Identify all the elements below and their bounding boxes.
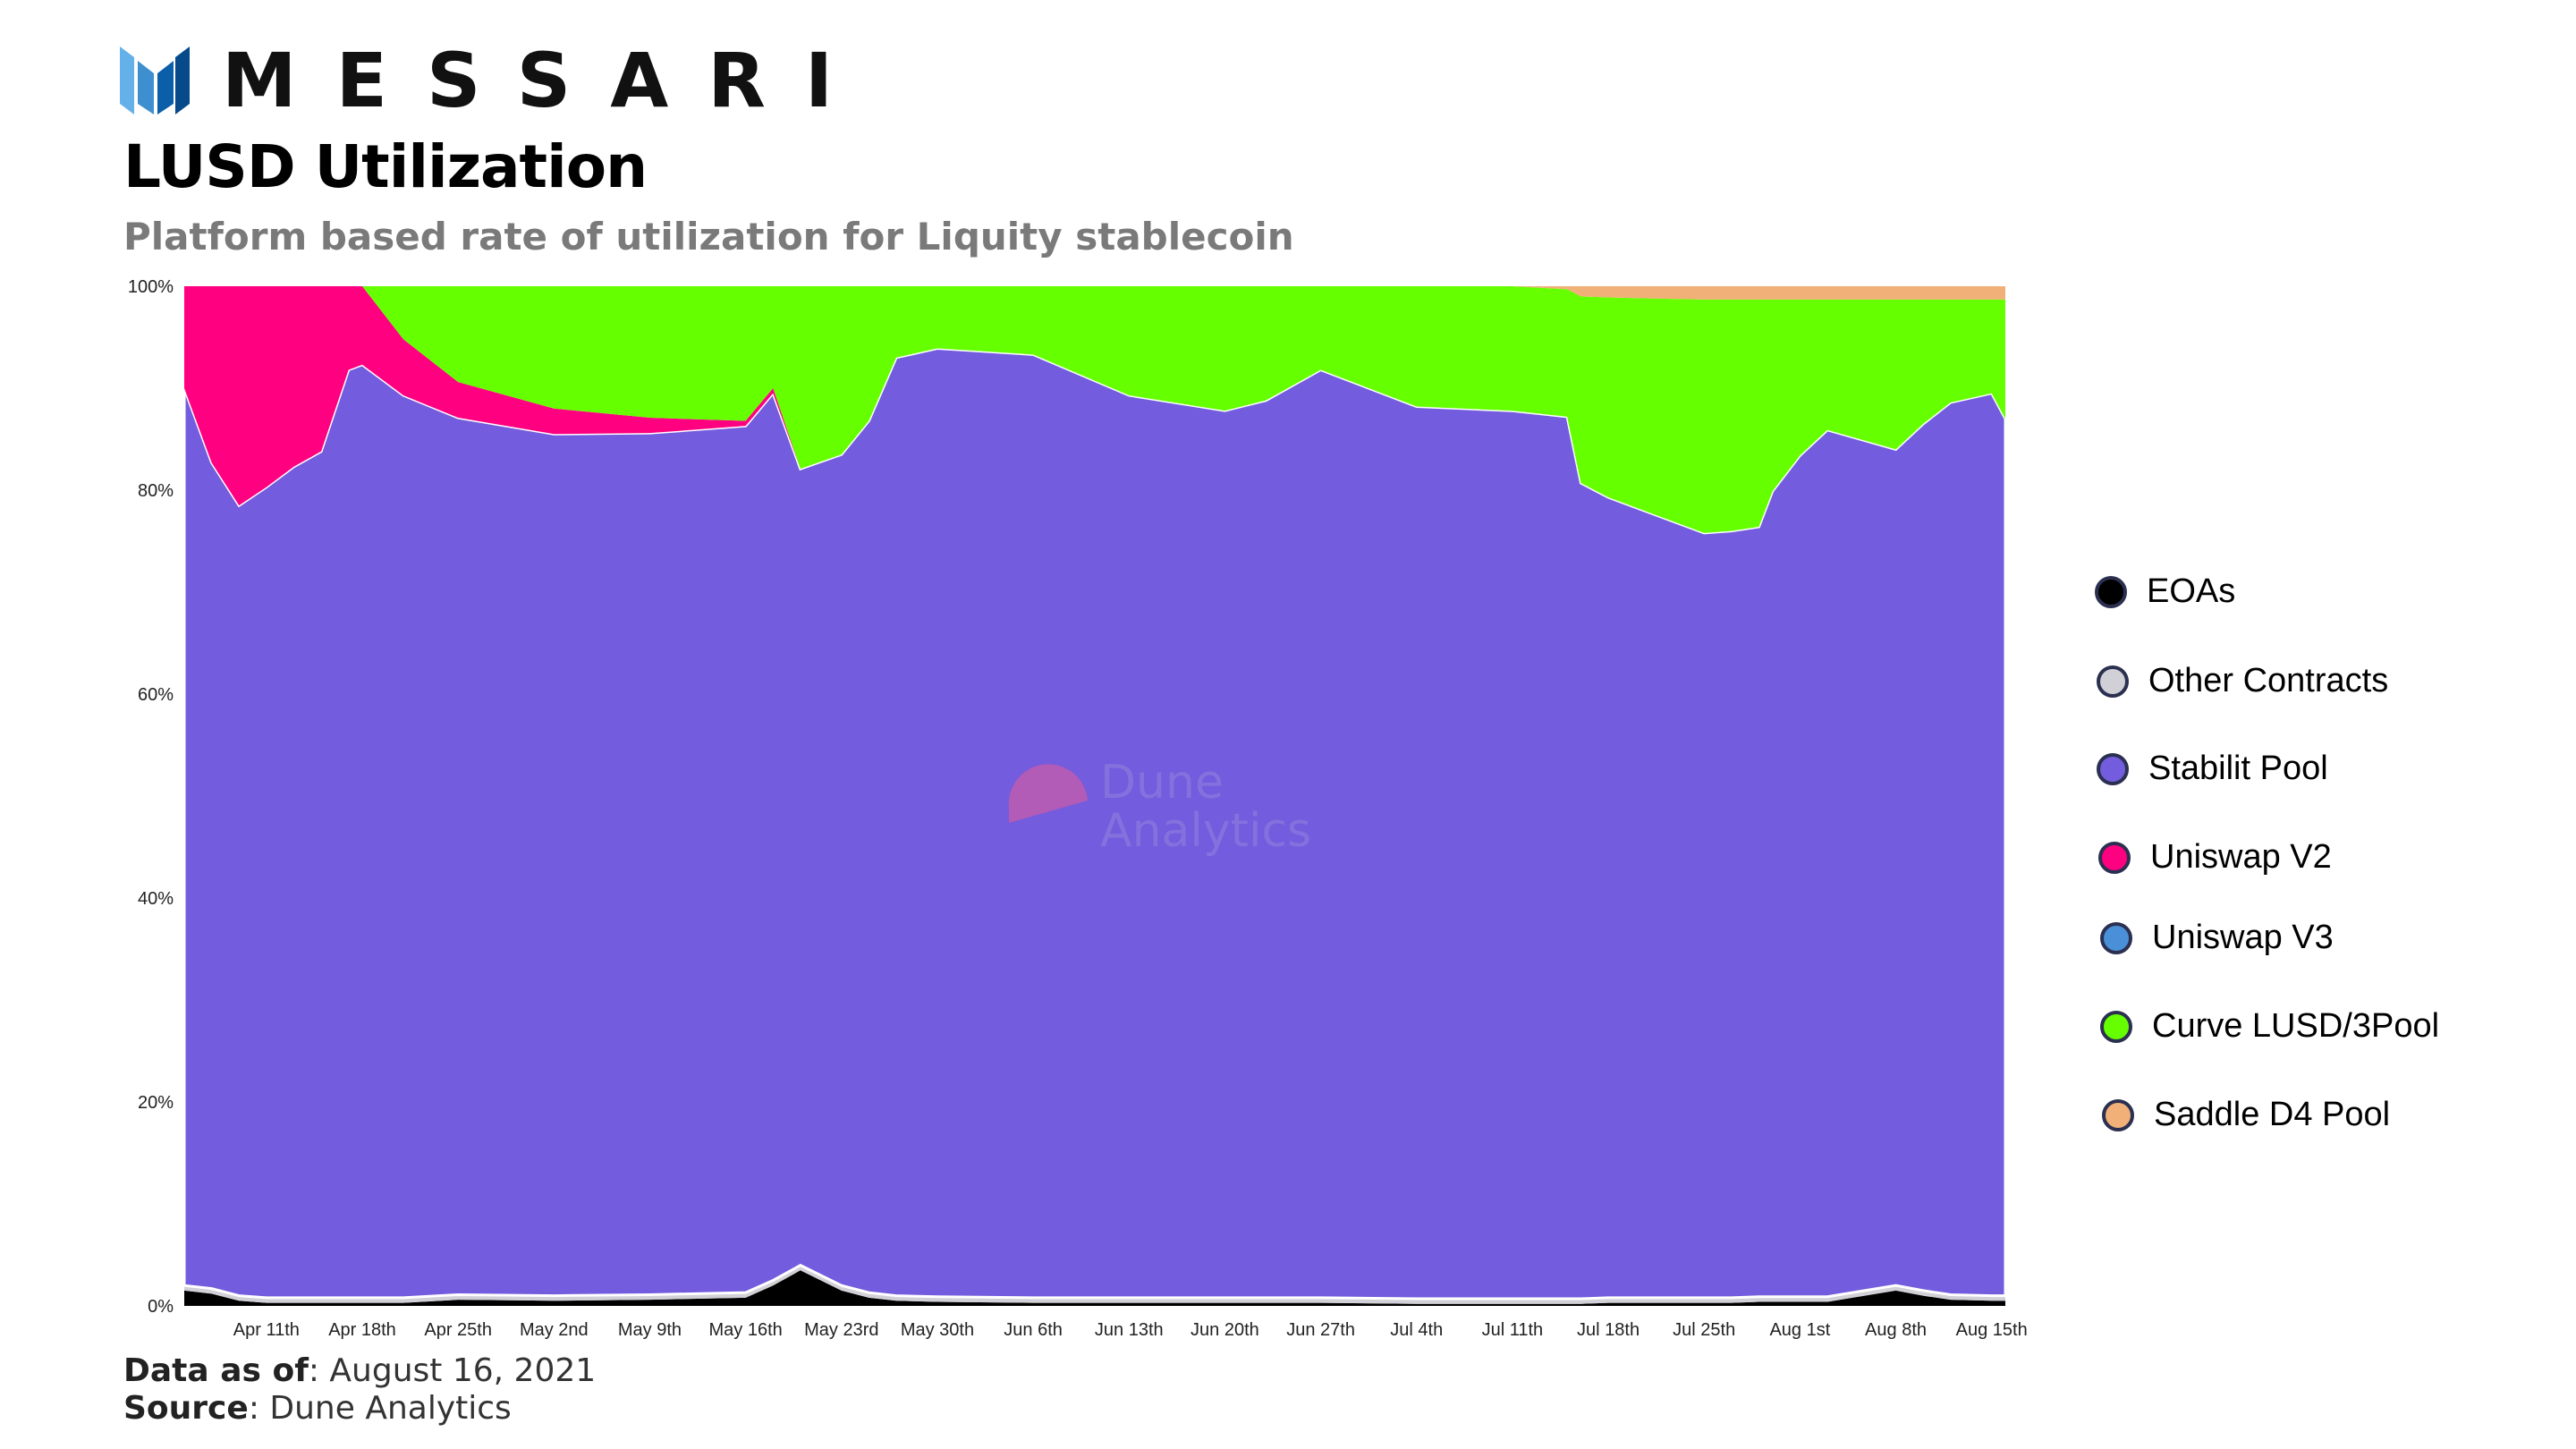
legend-item-stabilit-pool: Stabilit Pool <box>2097 750 2328 788</box>
x-tick-label: Jun 13th <box>1095 1320 1164 1340</box>
source-label: Source <box>123 1390 249 1427</box>
brand-wordmark: MESSARI <box>222 37 873 124</box>
legend-swatch-icon <box>2097 665 2129 698</box>
x-tick-label: Jul 18th <box>1577 1320 1640 1340</box>
legend-item-saddle-d4-pool: Saddle D4 Pool <box>2102 1096 2390 1134</box>
x-tick-label: Jul 4th <box>1390 1320 1443 1340</box>
x-tick-label: May 9th <box>618 1320 682 1340</box>
x-tick-label: Jul 11th <box>1482 1320 1544 1340</box>
legend-item-uniswap-v3: Uniswap V3 <box>2100 919 2334 957</box>
y-tick-label: 80% <box>138 481 174 501</box>
data-date-line: Data as of: August 16, 2021 <box>123 1352 596 1390</box>
watermark-line1: Dune <box>1100 756 1224 809</box>
x-tick-label: May 16th <box>709 1320 783 1340</box>
y-tick-label: 100% <box>128 277 174 297</box>
x-tick-label: Aug 1st <box>1769 1320 1830 1340</box>
y-tick-label: 40% <box>138 889 174 909</box>
legend-swatch-icon <box>2098 841 2131 874</box>
area-other-contracts <box>184 1265 2005 1304</box>
legend-label: Curve LUSD/3Pool <box>2152 1007 2440 1045</box>
legend-swatch-icon <box>2102 1098 2134 1131</box>
x-tick-label: Apr 25th <box>424 1320 492 1340</box>
x-tick-label: May 30th <box>901 1320 974 1340</box>
legend-label: Saddle D4 Pool <box>2154 1096 2391 1133</box>
x-tick-label: Apr 18th <box>328 1320 396 1340</box>
x-tick-label: Jun 20th <box>1191 1320 1259 1340</box>
chart-subtitle: Platform based rate of utilization for L… <box>123 215 1294 258</box>
x-tick-label: Aug 15th <box>1956 1320 2028 1340</box>
legend-item-curve-lusd-3pool: Curve LUSD/3Pool <box>2100 1007 2439 1046</box>
legend-swatch-icon <box>2097 752 2129 785</box>
legend-swatch-icon <box>2100 1010 2132 1043</box>
x-tick-label: May 2nd <box>520 1320 589 1340</box>
data-date-value: : August 16, 2021 <box>308 1352 597 1389</box>
x-tick-label: Apr 11th <box>233 1320 300 1340</box>
legend-label: EOAs <box>2147 572 2236 610</box>
x-tick-label: Aug 8th <box>1865 1320 1927 1340</box>
legend-item-other-contracts: Other Contracts <box>2097 662 2388 700</box>
watermark-logo-accent-icon <box>1008 764 1088 823</box>
x-axis: Apr 11th Apr 18th Apr 25th May 2nd May 9th Ma… <box>233 1320 2028 1340</box>
watermark-logo-icon <box>1009 767 1088 846</box>
y-tick-label: 60% <box>138 685 174 705</box>
legend-label: Other Contracts <box>2148 662 2389 699</box>
area-uniswap-v2 <box>184 286 2005 533</box>
area-eoas <box>184 1270 2005 1306</box>
messari-logo: MESSARI <box>120 37 872 124</box>
area-saddle-d4-pool <box>184 286 2005 300</box>
watermark-line2: Analytics <box>1100 804 1311 858</box>
dune-watermark: Dune Analytics <box>1008 756 1311 858</box>
legend-item-eoas: EOAs <box>2095 572 2235 611</box>
chart-title: LUSD Utilization <box>123 132 648 201</box>
x-tick-label: Jun 6th <box>1004 1320 1063 1340</box>
plot-areas <box>182 286 2007 1306</box>
y-tick-label: 0% <box>148 1297 174 1317</box>
x-tick-label: Jun 27th <box>1286 1320 1355 1340</box>
legend-label: Stabilit Pool <box>2148 750 2328 787</box>
x-tick-label: May 23rd <box>804 1320 878 1340</box>
x-tick-label: Jul 25th <box>1673 1320 1735 1340</box>
legend-item-uniswap-v2: Uniswap V2 <box>2098 838 2332 877</box>
y-tick-label: 20% <box>138 1093 174 1113</box>
area-curve-lusd-3pool <box>184 286 2005 533</box>
data-date-label: Data as of <box>123 1352 309 1389</box>
messari-mark-icon <box>120 47 190 114</box>
legend-swatch-icon <box>2095 575 2127 608</box>
source-value: : Dune Analytics <box>248 1390 512 1427</box>
y-axis: 0% 20% 40% 60% 80% 100% <box>128 277 174 1317</box>
footer: Data as of: August 16, 2021 Source: Dune… <box>123 1352 596 1428</box>
source-line: Source: Dune Analytics <box>123 1390 596 1428</box>
legend-label: Uniswap V3 <box>2152 919 2334 956</box>
legend-label: Uniswap V2 <box>2150 838 2332 876</box>
legend-swatch-icon <box>2100 921 2132 954</box>
